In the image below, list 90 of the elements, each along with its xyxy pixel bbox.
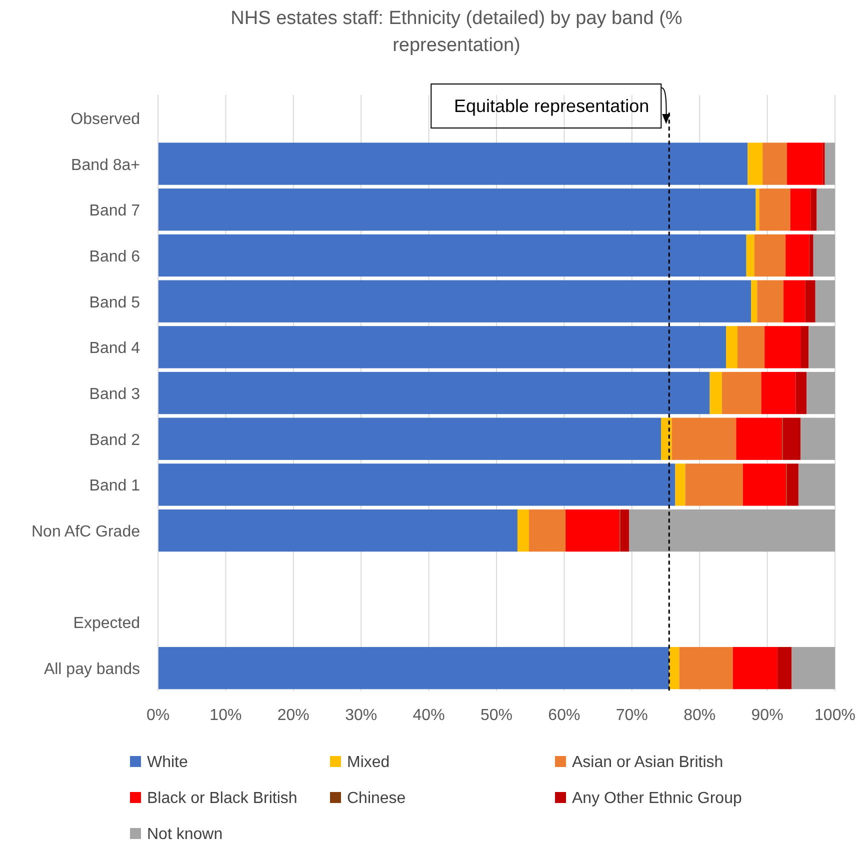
y-tick-label: Band 1 [89,478,140,495]
bar [796,372,807,414]
bar [757,280,784,322]
bar [726,326,738,368]
bar [158,280,752,322]
bar [759,188,790,231]
y-tick-label: Band 7 [89,202,140,220]
x-tick-label: 40% [412,707,445,724]
bar [158,509,518,552]
bar [679,646,733,690]
chart-title: NHS estates staff: Ethnicity (detailed) by pay band (% representation) [230,8,682,56]
bar [710,372,722,414]
bar [661,418,672,460]
y-tick-label: All pay bands [44,661,140,678]
bar [736,418,782,460]
bar [158,372,710,414]
bar [813,234,835,277]
legend-label: Chinese [347,790,406,807]
bar [158,646,670,690]
bar [629,509,835,552]
legend-label: Mixed [347,754,390,771]
x-tick-label: 30% [345,707,378,724]
bar [722,372,762,414]
bar [762,142,787,185]
bar [517,509,529,552]
bar [158,326,726,368]
y-tick-label: Band 5 [89,294,140,312]
bar [810,188,817,231]
bar [815,280,835,322]
x-tick-label: 60% [548,707,580,724]
y-tick-label: Band 6 [89,248,140,266]
bar [808,326,835,368]
bar [158,464,676,506]
bar [738,326,765,368]
bar [158,188,756,231]
bar [158,418,662,460]
bar [782,418,800,460]
bar [764,326,800,368]
bar [806,372,835,414]
bar [732,646,778,690]
y-tick-label: Non AfC Grade [32,524,140,541]
bar [786,234,810,277]
bar [158,234,746,277]
bar [777,646,792,690]
bar [792,646,835,690]
bar [672,418,736,460]
bar [528,509,566,552]
bar [800,326,809,368]
y-tick-label: Band 2 [89,432,140,449]
legend-label: Any Other Ethnic Group [572,790,742,807]
bar [746,234,754,277]
bar [742,464,786,506]
bar [786,464,798,506]
bar [620,509,630,552]
legend-label: Black or Black British [147,790,298,807]
x-tick-label: 90% [751,707,784,724]
bar [158,142,748,185]
bar [754,234,786,277]
x-tick-label: 20% [277,707,310,724]
y-tick-label: Expected [73,615,140,632]
y-tick-label: Band 3 [89,386,140,403]
bar [669,646,680,690]
ref-line-label: Equitable representation [454,96,650,116]
x-tick-label: 100% [814,707,856,724]
x-tick-label: 0% [146,707,170,724]
bar [685,464,743,506]
bar [675,464,686,506]
bar [784,280,806,322]
legend-label: Asian or Asian British [572,754,724,771]
bar [748,142,763,185]
bar [824,142,835,185]
x-tick-label: 50% [480,707,513,724]
y-tick-label: Observed [70,110,140,128]
bar [751,280,758,322]
bar [816,188,835,231]
x-tick-label: 80% [684,707,716,724]
x-tick-label: 10% [210,707,242,724]
bar [798,464,835,506]
bar [805,280,816,322]
legend-label: Not known [147,826,223,843]
bar [761,372,796,414]
bar [786,142,823,185]
y-tick-label: Band 4 [89,340,140,358]
y-tick-label: Band 8a+ [71,156,140,174]
legend-label: White [147,754,188,771]
bar [800,418,835,460]
bar [790,188,811,231]
x-tick-label: 70% [616,707,648,724]
bar [809,234,814,277]
bar [566,509,620,552]
